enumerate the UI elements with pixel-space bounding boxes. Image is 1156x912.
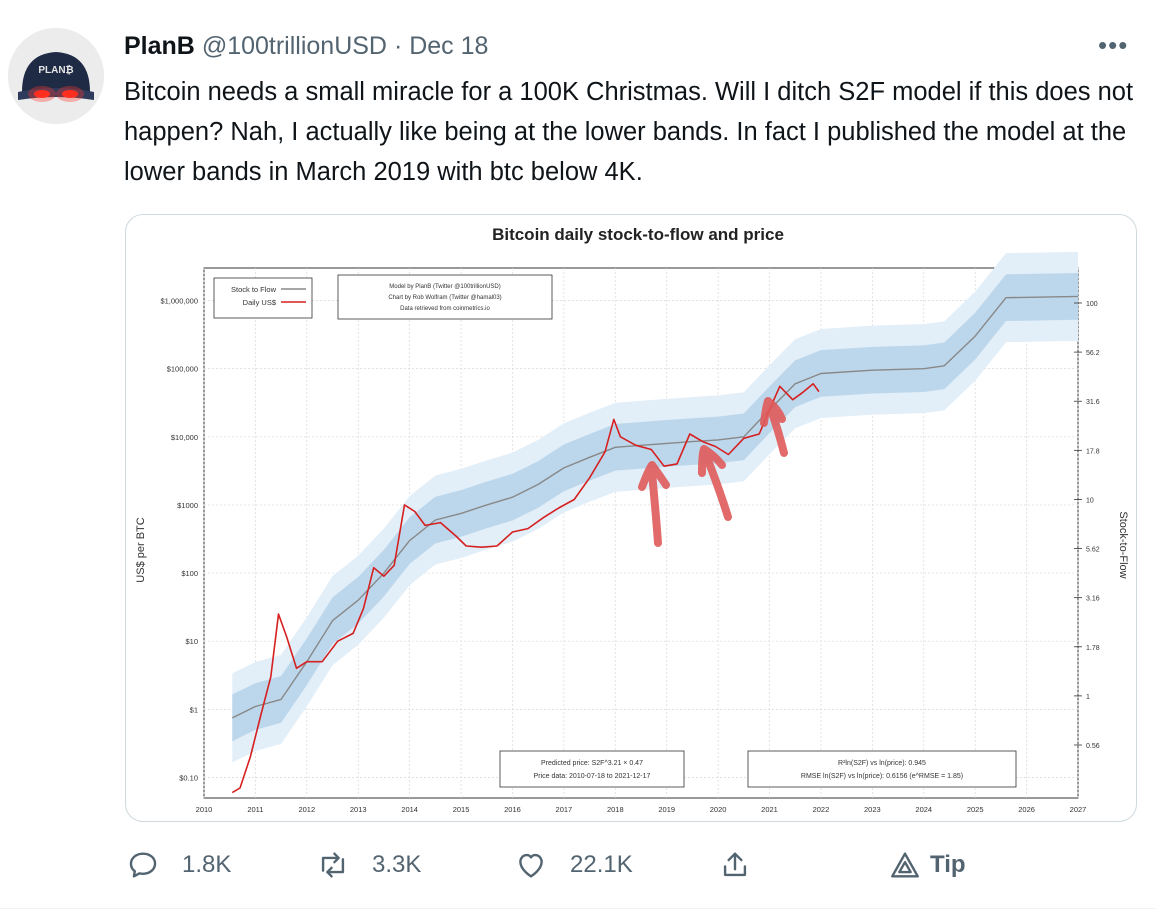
credit-line: Data retrieved from coinmetrics.io <box>400 306 490 312</box>
y2-tick-label: 10 <box>1086 497 1094 504</box>
s2f-line <box>231 295 1079 719</box>
y2-tick-label: 56.2 <box>1086 350 1100 357</box>
y2-tick-label: 0.56 <box>1086 743 1100 750</box>
y-tick-label: $10 <box>185 637 198 646</box>
y-tick-label: $10,000 <box>171 433 198 442</box>
author-handle[interactable]: @100trillionUSD <box>201 32 387 60</box>
x-tick-label: 2010 <box>196 805 213 814</box>
annotation-arrow <box>638 461 670 547</box>
like-count: 22.1K <box>570 851 633 878</box>
x-tick-label: 2017 <box>556 805 573 814</box>
reply-icon <box>129 852 157 878</box>
y2-tick-label: 1.78 <box>1086 645 1100 652</box>
legend-box <box>213 277 313 319</box>
y2-tick-label: 100 <box>1086 301 1098 308</box>
more-options-button[interactable]: ••• <box>1098 30 1128 61</box>
s2f-band-inner <box>232 273 1078 742</box>
y2-tick-label: 17.8 <box>1086 448 1100 455</box>
avatar[interactable]: PLAN₿ <box>8 28 104 124</box>
x-tick-label: 2015 <box>453 805 470 814</box>
price-line <box>231 383 820 794</box>
cap-logo-icon: PLAN₿ <box>8 28 104 124</box>
series-lines <box>231 295 1079 794</box>
x-tick-label: 2011 <box>247 805 263 814</box>
legend-label-s2f: Stock to Flow <box>231 285 277 294</box>
tweet-actions: 1.8K 3.3K 22.1K Tip <box>0 840 1156 890</box>
x-tick-label: 2018 <box>607 805 624 814</box>
tip-label: Tip <box>930 851 966 878</box>
author-name[interactable]: PlanB <box>124 32 195 60</box>
s2f-chart: Bitcoin daily stock-to-flow and price 20… <box>135 225 1129 814</box>
y2-tick-label: 3.16 <box>1086 596 1100 603</box>
r-squared: R²ln(S2F) vs ln(price): 0.945 <box>838 760 926 767</box>
heart-icon <box>519 853 543 878</box>
y2-tick-label: 5.62 <box>1086 547 1100 554</box>
legend-label-price: Daily US$ <box>243 298 277 307</box>
x-tick-label: 2022 <box>813 805 830 814</box>
rmse: RMSE ln(S2F) vs ln(price): 0.6156 (e^RMS… <box>801 773 963 780</box>
y-tick-label: $100,000 <box>167 365 198 374</box>
credits-box: Model by PlanB (Twitter @100trillionUSD)… <box>337 274 553 320</box>
share-button[interactable] <box>718 840 752 890</box>
chart-title: Bitcoin daily stock-to-flow and price <box>492 225 784 244</box>
tip-button[interactable]: Tip <box>888 840 966 890</box>
tweet-text: Bitcoin needs a small miracle for a 100K… <box>124 78 1134 186</box>
tweet-date[interactable]: Dec 18 <box>409 32 489 60</box>
divider <box>0 908 1156 909</box>
x-tick-label: 2014 <box>401 805 418 814</box>
y-tick-label: $1,000,000 <box>160 297 198 306</box>
retweet-button[interactable]: 3.3K <box>316 840 421 890</box>
x-tick-label: 2026 <box>1018 805 1035 814</box>
x-tick-label: 2012 <box>298 805 315 814</box>
y-axis-label: US$ per BTC <box>135 517 147 582</box>
y-tick-label: $100 <box>181 569 198 578</box>
annotation-arrow <box>760 397 788 457</box>
y2-axis-label: Stock-to-Flow <box>1117 511 1129 578</box>
axis-ticks: 2010 2011 2012 2013 2014 2015 2016 2017 2018 2019… <box>160 297 1099 814</box>
retweet-icon <box>321 852 345 878</box>
like-button[interactable]: 22.1K <box>514 840 633 890</box>
y2-tick-label: 1 <box>1086 694 1090 701</box>
reply-button[interactable]: 1.8K <box>126 840 231 890</box>
x-tick-label: 2020 <box>710 805 727 814</box>
reply-count: 1.8K <box>182 851 232 878</box>
y-tick-label: $0.10 <box>179 773 198 782</box>
annotation-arrow <box>698 445 732 521</box>
x-tick-label: 2024 <box>915 805 932 814</box>
tip-icon <box>891 852 919 878</box>
tweet-header: PlanB @100trillionUSD · Dec 18 <box>124 30 488 62</box>
credit-line: Model by PlanB (Twitter @100trillionUSD) <box>389 284 500 290</box>
x-tick-label: 2023 <box>864 805 881 814</box>
avatar-logo-text: PLAN₿ <box>38 64 73 76</box>
share-icon <box>723 852 747 877</box>
stats-annotation-box: R²ln(S2F) vs ln(price): 0.945 RMSE ln(S2… <box>747 750 1017 788</box>
model-formula: Predicted price: S2F^3.21 × 0.47 <box>541 760 643 767</box>
y2-tick-label: 31.6 <box>1086 399 1100 406</box>
header-separator: · <box>393 32 403 60</box>
x-tick-label: 2013 <box>350 805 367 814</box>
legend: Stock to Flow Daily US$ <box>213 277 313 319</box>
model-annotation-box: Predicted price: S2F^3.21 × 0.47 Price d… <box>499 750 685 788</box>
more-icon: ••• <box>1098 30 1129 60</box>
x-tick-label: 2016 <box>504 805 521 814</box>
y-tick-label: $1000 <box>177 501 198 510</box>
tweet-image[interactable]: Bitcoin daily stock-to-flow and price 20… <box>125 214 1137 822</box>
x-tick-label: 2025 <box>967 805 984 814</box>
x-tick-label: 2021 <box>761 805 778 814</box>
credit-line: Chart by Rob Wolfram (Twitter @hamal03) <box>388 295 501 301</box>
retweet-count: 3.3K <box>372 851 422 878</box>
x-tick-label: 2027 <box>1070 805 1087 814</box>
price-data-range: Price data: 2010-07-18 to 2021-12-17 <box>534 773 651 780</box>
s2f-bands <box>232 251 1078 763</box>
hand-drawn-arrows <box>638 397 788 547</box>
x-tick-label: 2019 <box>658 805 675 814</box>
y-tick-label: $1 <box>190 705 198 714</box>
